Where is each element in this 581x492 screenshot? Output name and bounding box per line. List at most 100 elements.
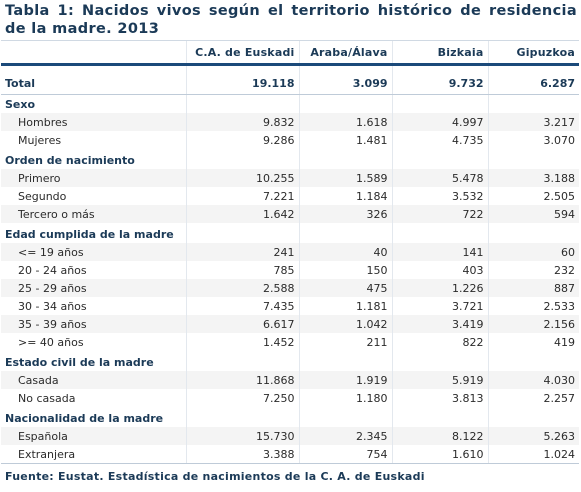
table-cell: 8.122 xyxy=(391,427,488,445)
table-cell: 3.388 xyxy=(185,445,299,464)
table-cell: 19.118 xyxy=(185,72,299,95)
table-cell: 9.832 xyxy=(185,113,299,131)
table-cell: 785 xyxy=(185,261,299,279)
table-cell xyxy=(487,407,579,427)
row-label: Primero xyxy=(1,169,186,187)
table-cell: 2.257 xyxy=(487,389,579,407)
table-cell: 150 xyxy=(298,261,392,279)
table-cell: 1.184 xyxy=(298,187,392,205)
table-cell: 5.919 xyxy=(391,371,488,389)
spacer-row xyxy=(1,64,579,73)
table-cell: 403 xyxy=(391,261,488,279)
row-label: Sexo xyxy=(5,97,36,111)
table-cell xyxy=(298,64,392,72)
table-cell xyxy=(298,149,392,169)
table-cell xyxy=(487,223,579,243)
table-cell xyxy=(185,223,299,243)
table-cell: 4.997 xyxy=(391,113,488,131)
table-cell: 9.286 xyxy=(185,131,299,149)
table-row: Extranjera 3.388 754 1.610 1.024 xyxy=(1,445,579,464)
table-cell: 211 xyxy=(298,333,392,351)
section-header-row: Nacionalidad de la madre xyxy=(1,407,579,427)
table-cell: 10.255 xyxy=(185,169,299,187)
row-label: No casada xyxy=(18,391,76,405)
table-cell: 2.588 xyxy=(185,279,299,297)
table-cell: 1.226 xyxy=(391,279,488,297)
row-label: Estado civil de la madre xyxy=(5,355,154,369)
table-cell: 1.618 xyxy=(298,113,392,131)
table-cell: 1.589 xyxy=(298,169,392,187)
table-cell: 1.919 xyxy=(298,371,392,389)
header-cell-bizkaia: Bizkaia xyxy=(391,40,488,66)
table-cell: 2.505 xyxy=(487,187,579,205)
table-cell: 3.099 xyxy=(298,72,392,95)
header-cell-euskadi: C.A. de Euskadi xyxy=(185,40,299,66)
table-row: No casada 7.250 1.180 3.813 2.257 xyxy=(1,389,579,407)
table-cell: 1.042 xyxy=(298,315,392,333)
table-cell: 754 xyxy=(298,445,392,464)
row-label: 35 - 39 años xyxy=(1,315,186,333)
table-cell xyxy=(185,407,299,427)
table-row: 20 - 24 años 785 150 403 232 xyxy=(1,261,579,279)
section-header-row: Edad cumplida de la madre xyxy=(1,223,579,243)
row-label: Total xyxy=(1,72,186,95)
table-cell xyxy=(391,64,488,72)
table-row: Mujeres 9.286 1.481 4.735 3.070 xyxy=(1,131,579,149)
table-row: >= 40 años 1.452 211 822 419 xyxy=(1,333,579,351)
table-cell: 7.221 xyxy=(185,187,299,205)
table-cell: 15.730 xyxy=(185,427,299,445)
row-label: Española xyxy=(1,427,186,445)
table-cell xyxy=(298,94,392,113)
table-cell: 3.217 xyxy=(487,113,579,131)
table-cell: 6.617 xyxy=(185,315,299,333)
table-cell: 3.813 xyxy=(391,389,488,407)
table-cell: 11.868 xyxy=(185,371,299,389)
table-cell xyxy=(185,351,299,371)
table-cell: 241 xyxy=(185,243,299,261)
table-row: 30 - 34 años 7.435 1.181 3.721 2.533 xyxy=(1,297,579,315)
row-label: Extranjera xyxy=(1,445,186,464)
table-cell: 6.287 xyxy=(487,72,579,95)
table-cell xyxy=(185,64,299,72)
table-row: <= 19 años 241 40 141 60 xyxy=(1,243,579,261)
table-cell xyxy=(487,94,579,113)
table-cell xyxy=(298,407,392,427)
table-row: Española 15.730 2.345 8.122 5.263 xyxy=(1,427,579,445)
table-cell: 60 xyxy=(487,243,579,261)
row-label: Edad cumplida de la madre xyxy=(5,227,174,241)
table-cell xyxy=(185,94,299,113)
table-row: Tercero o más 1.642 326 722 594 xyxy=(1,205,579,223)
row-label: Orden de nacimiento xyxy=(5,153,135,167)
table-title: Tabla 1: Nacidos vivos según el territor… xyxy=(5,3,577,37)
row-label: Segundo xyxy=(18,189,67,203)
table-cell: 3.419 xyxy=(391,315,488,333)
table-cell xyxy=(185,149,299,169)
table-cell xyxy=(487,149,579,169)
table-cell: 5.263 xyxy=(487,427,579,445)
table-row: Casada 11.868 1.919 5.919 4.030 xyxy=(1,371,579,389)
row-label: 25 - 29 años xyxy=(1,279,186,297)
row-label: Casada xyxy=(1,371,186,389)
table-cell: 1.024 xyxy=(487,445,579,464)
table-cell xyxy=(391,223,488,243)
table-cell: 1.452 xyxy=(185,333,299,351)
table-cell: 887 xyxy=(487,279,579,297)
section-header-row: Orden de nacimiento xyxy=(1,149,579,169)
table-cell: 1.481 xyxy=(298,131,392,149)
table-cell: 232 xyxy=(487,261,579,279)
table-row: 25 - 29 años 2.588 475 1.226 887 xyxy=(1,279,579,297)
table-cell: 594 xyxy=(487,205,579,223)
table-cell: 1.181 xyxy=(298,297,392,315)
table-row: Primero 10.255 1.589 5.478 3.188 xyxy=(1,169,579,187)
table-cell: 2.156 xyxy=(487,315,579,333)
section-header-row: Estado civil de la madre xyxy=(1,351,579,371)
table-cell: 822 xyxy=(391,333,488,351)
source-note: Fuente: Eustat. Estadística de nacimient… xyxy=(5,470,425,483)
row-label: Nacionalidad de la madre xyxy=(5,411,164,425)
table-cell xyxy=(298,223,392,243)
table-row: Hombres 9.832 1.618 4.997 3.217 xyxy=(1,113,579,131)
row-label xyxy=(1,65,186,73)
table-cell: 722 xyxy=(391,205,488,223)
table-cell: 7.435 xyxy=(185,297,299,315)
table-cell xyxy=(487,64,579,72)
